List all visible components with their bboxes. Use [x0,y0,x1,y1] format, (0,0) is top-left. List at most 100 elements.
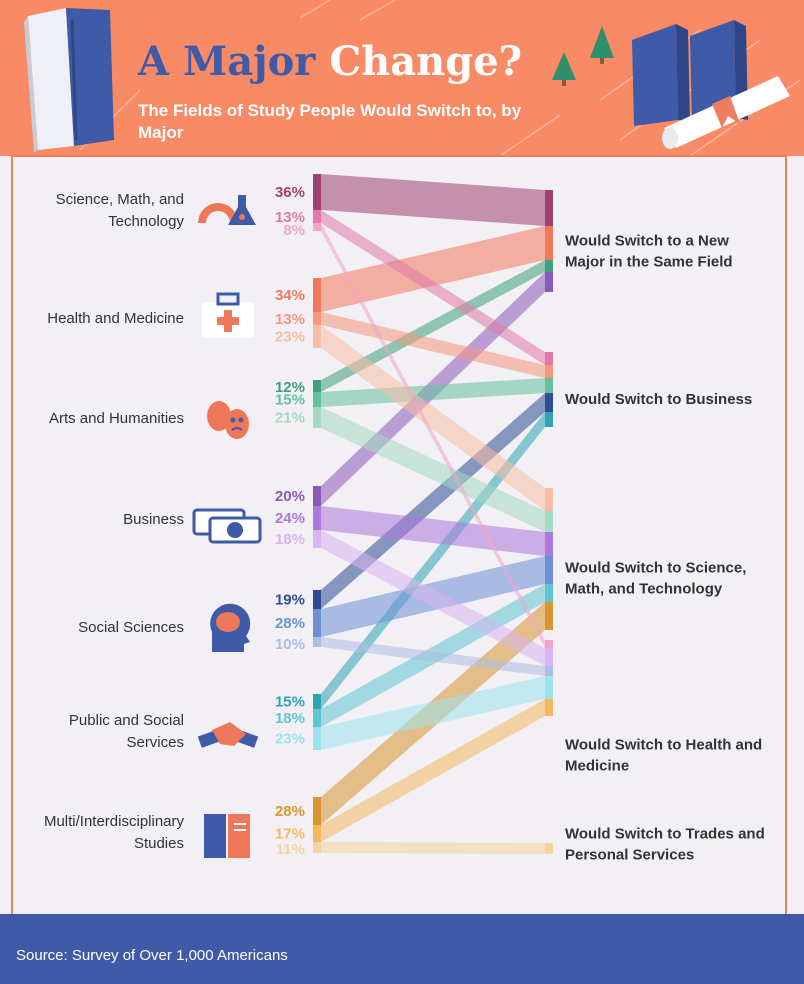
target-label: Would Switch to a New [565,233,729,250]
target-label: Major in the Same Field [565,254,733,271]
flow-link [321,637,545,676]
source-bar-segment [313,590,321,609]
percent-label: 21% [275,410,305,427]
source-bar-segment [313,506,321,530]
target-bar-segment [545,584,553,602]
percent-label: 17% [275,826,305,843]
source-bar-segment [313,694,321,709]
flow-link [321,842,545,854]
major-label: Science, Math, and [56,191,184,208]
title-word-2: Change? [329,38,523,85]
percent-label: 13% [275,311,305,328]
source-bar-segment [313,486,321,506]
major-label: Public and Social [69,712,184,729]
target-bar-segment [545,602,553,630]
flow-link [321,378,545,407]
flow-link [321,210,545,365]
target-bar-segment [545,648,553,666]
percent-label: 8% [283,222,305,239]
source-bar-segment [313,223,321,231]
flow-link [321,699,545,842]
target-bar-segment [545,412,553,427]
chart-labels: 36%13%8%34%13%23%12%15%21%20%24%18%19%28… [44,184,765,864]
source-bar-segment [313,392,321,407]
medical-kit-icon [202,292,254,338]
open-book-icon [24,8,114,152]
target-bar-segment [545,260,553,272]
source-bar-segment [313,325,321,348]
major-label: Services [126,734,184,751]
source-note: Source: Survey of Over 1,000 Americans [16,947,288,964]
percent-label: 28% [275,803,305,820]
target-bar-segment [545,190,553,226]
target-label: Would Switch to Trades and [565,826,765,843]
target-label: Personal Services [565,847,694,864]
source-bar-segment [313,842,321,853]
target-bar-segment [545,532,553,556]
sankey-bars [313,174,553,854]
major-label: Arts and Humanities [49,410,184,427]
major-label: Social Sciences [78,619,184,636]
page-subtitle: The Fields of Study People Would Switch … [138,101,522,142]
books-icon [204,814,250,858]
major-label: Studies [134,835,184,852]
flow-link [321,174,545,226]
percent-label: 28% [275,615,305,632]
source-bar-segment [313,407,321,428]
flow-link [321,407,545,532]
flow-link [321,530,545,666]
brain-head-icon [210,603,251,652]
footer-background [0,914,804,984]
target-bar-segment [545,365,553,378]
percent-label: 23% [275,731,305,748]
source-bar-segment [313,637,321,647]
target-bar-segment [545,666,553,676]
sankey-links [321,174,545,854]
flow-link [321,325,545,511]
target-bar-segment [545,272,553,292]
target-label: Would Switch to Business [565,391,752,408]
percent-label: 20% [275,488,305,505]
target-bar-segment [545,352,553,365]
percent-label: 19% [275,592,305,609]
source-bar-segment [313,727,321,750]
major-label: Multi/Interdisciplinary [44,813,185,830]
source-bar-segment [313,797,321,825]
major-label: Business [123,511,184,528]
percent-label: 10% [275,636,305,653]
percent-label: 23% [275,329,305,346]
flow-link [321,223,545,648]
target-label: Math, and Technology [565,581,723,598]
standing-books-icon [632,20,748,126]
major-label: Technology [108,213,184,230]
target-bar-segment [545,488,553,511]
target-bar-segment [545,699,553,716]
source-bar-segment [313,825,321,842]
percent-label: 11% [276,841,305,858]
flow-link [321,260,545,392]
source-bar-segment [313,210,321,223]
source-bar-segment [313,380,321,392]
percent-label: 24% [275,510,305,527]
flow-link [321,393,545,609]
target-bar-segment [545,393,553,412]
percent-label: 15% [275,392,305,409]
protractor-flask-icon [198,195,256,225]
target-bar-segment [545,511,553,532]
source-bar-segment [313,174,321,210]
percent-label: 13% [275,209,305,226]
target-label: Would Switch to Health and [565,737,762,754]
handshake-icon [197,722,259,748]
source-bar-segment [313,278,321,312]
page-title: A Major Change? [138,38,522,86]
percent-label: 15% [275,694,305,711]
title-word-1: A Major [138,38,316,85]
money-bills-icon [192,508,262,544]
percent-label: 34% [275,287,305,304]
flow-link [321,226,545,312]
major-icons [192,195,262,858]
source-bar-segment [313,609,321,637]
target-bar-segment [545,676,553,699]
